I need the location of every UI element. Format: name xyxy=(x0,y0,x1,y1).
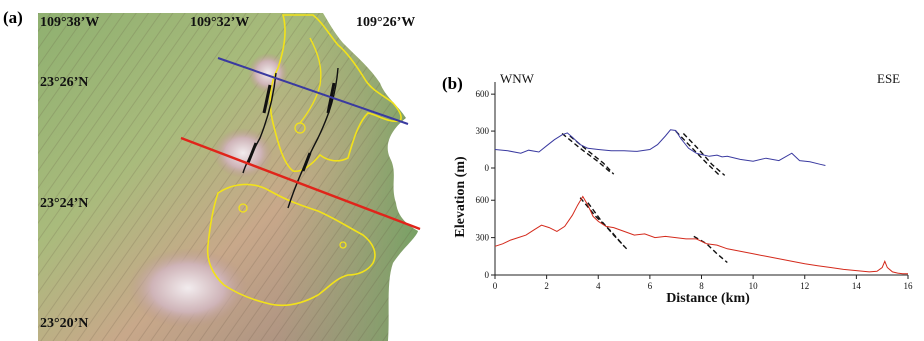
y-tick-label-lower: 300 xyxy=(476,233,490,243)
fault-dashed-trace xyxy=(579,197,625,247)
series-group xyxy=(494,129,908,275)
profile-line-blue xyxy=(217,57,409,125)
sea-area xyxy=(323,13,433,341)
fault-trace-bold xyxy=(262,84,272,114)
fault-dash-group xyxy=(561,130,728,264)
y-tick-label-upper: 0 xyxy=(485,163,490,173)
x-tick-label: 10 xyxy=(749,281,759,291)
fault-trace-bold xyxy=(246,142,258,164)
x-tick-label: 14 xyxy=(852,281,862,291)
x-tick-label: 4 xyxy=(596,281,601,291)
series-line-upper xyxy=(494,129,826,166)
peak-highlight xyxy=(128,248,248,328)
y-tick-label-lower: 0 xyxy=(485,270,490,280)
longitude-label: 109°38’W xyxy=(40,15,100,30)
direction-left: WNW xyxy=(500,71,535,86)
peak-highlight xyxy=(248,53,288,93)
elevation-profile-chart: 0 300 600 0 300 600 0 2 4 6 8 10 12 14 16 WNW ESE Dist… xyxy=(453,71,914,306)
fault-dashed-trace xyxy=(675,130,721,176)
latitude-label: 23°24’N xyxy=(40,196,89,211)
x-tick-label: 16 xyxy=(904,281,914,291)
small-catchment xyxy=(339,241,347,249)
fault-dashed-trace xyxy=(682,133,726,176)
y-tick-label-upper: 600 xyxy=(476,89,490,99)
x-tick-label: 0 xyxy=(493,281,498,291)
small-catchment xyxy=(294,122,306,134)
fault-dashed-trace xyxy=(587,202,628,250)
x-axis-title: Distance (km) xyxy=(666,291,750,306)
catchment-boundary-north xyxy=(269,14,402,173)
x-tick-label: 2 xyxy=(544,281,549,291)
catchment-boundary-inner xyxy=(299,37,322,124)
x-tick-label: 6 xyxy=(648,281,653,291)
x-tick-label: 8 xyxy=(699,281,704,291)
direction-right: ESE xyxy=(877,71,900,86)
latitude-label: 23°20’N xyxy=(40,316,89,331)
fault-trace-bold xyxy=(301,152,312,172)
latitude-label: 23°26’N xyxy=(40,75,89,90)
catchment-boundary-south xyxy=(206,183,376,307)
y-tick-label-lower: 600 xyxy=(476,195,490,205)
x-tick-label: 12 xyxy=(800,281,809,291)
fault-dashed-trace xyxy=(693,235,728,264)
small-catchment xyxy=(238,203,248,213)
map-canvas xyxy=(38,13,433,341)
series-line-lower xyxy=(494,195,908,275)
longitude-label: 109°26’W xyxy=(356,15,416,30)
profile-line-red xyxy=(180,136,421,231)
chart-axes: 0 300 600 0 300 600 0 2 4 6 8 10 12 14 16 xyxy=(476,82,914,291)
panel-b-label: (b) xyxy=(442,74,463,93)
fault-dashed-trace xyxy=(561,132,612,174)
y-axis-title: Elevation (m) xyxy=(453,156,468,238)
y-tick-label-upper: 300 xyxy=(476,126,490,136)
shaded-relief-map: 109°38’W 109°32’W 109°26’W 23°26’N 23°24… xyxy=(38,13,433,341)
longitude-label: 109°32’W xyxy=(190,15,250,30)
panel-a-label: (a) xyxy=(3,8,23,27)
fault-trace xyxy=(287,67,339,209)
